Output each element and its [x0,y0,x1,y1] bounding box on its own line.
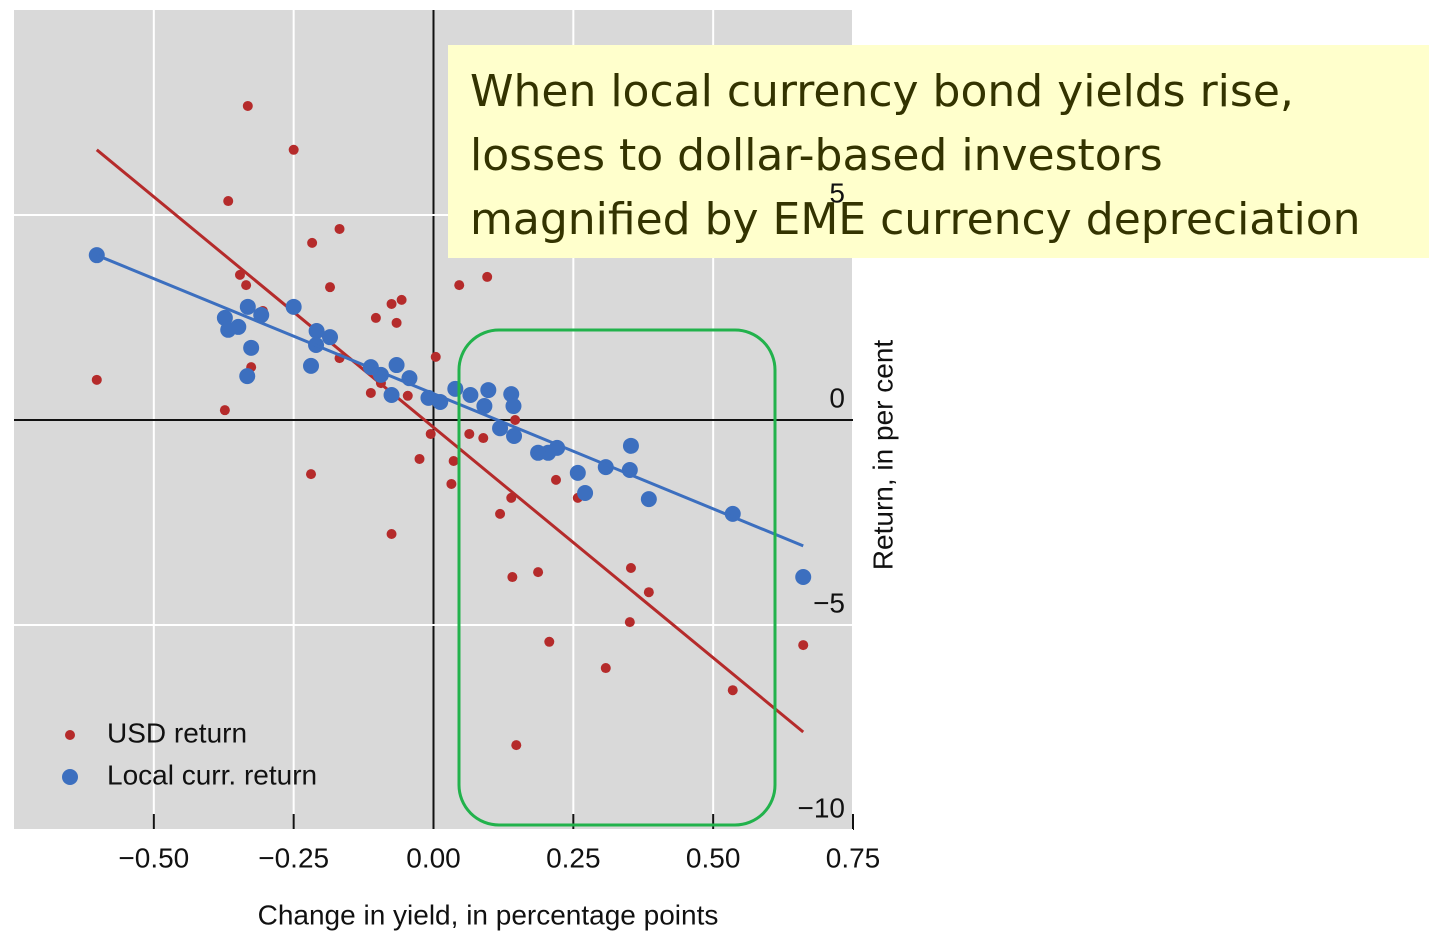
data-point [643,587,654,598]
y-tick-label: −5 [813,587,845,618]
data-point [446,478,457,489]
data-point [454,280,465,291]
data-point [386,528,397,539]
data-point [569,464,586,481]
data-point [544,636,555,647]
x-tick-label: −0.25 [258,842,329,873]
data-point [334,223,345,234]
data-point [430,351,441,362]
legend-label: Local curr. return [107,759,317,790]
data-point [365,387,376,398]
data-point [530,444,547,461]
data-point [478,433,489,444]
legend-label: USD return [107,717,247,748]
trend-line [96,253,804,548]
data-point [510,415,521,425]
x-tick-label: 0.25 [546,842,601,873]
data-point [462,386,479,403]
data-point [577,484,594,501]
data-point [414,453,425,464]
x-axis-title: Change in yield, in percentage points [258,899,719,930]
data-point [219,405,230,416]
y-tick-label: 0 [829,382,845,413]
data-point [480,382,497,399]
data-point [505,398,522,415]
data-point [308,323,325,340]
data-point [511,740,522,751]
annotation-line: magnified by EME currency depreciation [470,194,1361,245]
data-point [396,294,407,305]
data-point [306,469,317,480]
data-point [239,368,256,385]
data-point [798,640,809,651]
y-axis-title: Return, in per cent [867,340,898,571]
annotation-line: When local currency bond yields rise, [470,66,1294,117]
data-point [533,567,544,578]
data-point [600,663,611,674]
y-tick-label: −10 [798,792,846,823]
data-point [447,380,464,397]
x-tick-label: 0.75 [826,842,881,873]
data-point [495,508,506,519]
data-point [303,357,320,374]
data-point [307,237,318,248]
y-tick-label: 5 [829,177,845,208]
data-point [243,339,260,356]
data-point [624,617,635,628]
data-point [476,398,493,415]
data-point [91,374,102,385]
data-point [425,428,436,439]
x-tick-label: 0.50 [686,842,741,873]
legend-marker [65,730,75,740]
data-point [386,298,397,309]
data-point [325,282,336,293]
data-point [388,357,405,374]
data-point [464,428,475,439]
data-point [640,491,657,508]
data-point [795,569,812,586]
data-point [241,280,252,291]
data-point [391,317,402,328]
data-point [285,298,302,315]
data-point [288,144,299,155]
data-point [242,100,253,111]
highlight-box [457,328,777,827]
x-tick-label: 0.00 [406,842,461,873]
data-point [506,427,523,444]
data-point [383,386,400,403]
data-point [506,492,517,503]
data-point [727,685,738,696]
data-point [220,321,237,338]
legend-marker [62,769,78,785]
data-point [448,456,459,466]
x-tick-label: −0.50 [118,842,189,873]
trend-line [95,148,805,734]
data-point [234,269,245,280]
data-point [482,271,493,282]
data-point [625,563,636,574]
data-point [622,437,639,454]
data-point [507,572,518,583]
data-point [239,298,256,315]
data-point [503,386,520,403]
data-point [550,474,561,485]
data-point [223,196,234,207]
data-point [370,312,381,323]
annotation-box [448,45,1429,258]
annotation-line: losses to dollar-based investors [470,130,1163,181]
data-point [253,307,270,324]
data-point [322,329,339,346]
data-point [402,390,413,401]
